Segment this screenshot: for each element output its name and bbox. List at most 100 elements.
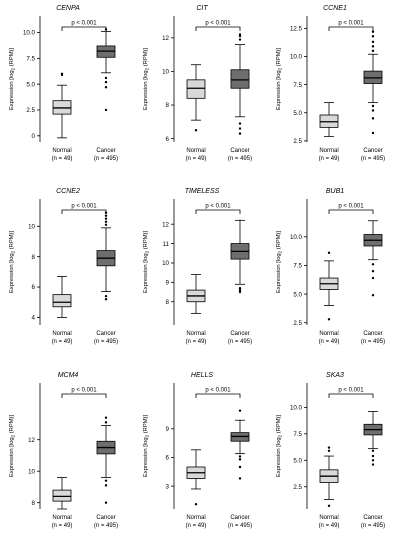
panel-ska3: SKA3 2.5 5.0 7.5 10.0 Expression [log2 (RPM)]… [276,372,385,529]
group-label: Cancer [96,331,115,337]
group-n: (n = 49) [186,156,207,162]
panel-title: CCNE1 [323,5,347,12]
y-tick-label: 2.5 [293,138,302,145]
group-label: Normal [186,331,205,337]
group-label: Cancer [96,148,115,154]
outlier-point [327,504,331,508]
y-tick-label: 10 [162,69,169,76]
group-n: (n = 495) [94,156,118,162]
group-n: (n = 49) [52,523,73,529]
outlier-point [104,223,108,227]
group-n: (n = 49) [319,523,340,529]
box-cancer [96,28,116,112]
significance-bracket [328,393,374,398]
outlier-point [60,72,64,76]
box-normal [319,251,339,321]
y-axis-label: Expression [log2 (RPM)] [143,231,150,294]
box-cancer [363,411,383,466]
outlier-point [238,132,242,135]
box-cancer [230,33,250,135]
box-normal [186,449,206,506]
y-tick-label: 9 [166,426,170,433]
outlier-point [238,127,242,130]
outlier-point [194,503,198,506]
outlier-point [371,109,375,112]
outlier-point [238,288,242,292]
outlier-point [238,458,242,461]
outlier-point [371,459,375,462]
group-label: Cancer [230,148,249,154]
p-value-label: p < 0.001 [338,21,364,27]
panel-cenpa: CENPA 0 2.5 5.0 7.5 10.0 Expression [log2 (RPM… [9,5,118,162]
outlier-point [104,294,108,298]
group-label: Cancer [363,331,382,337]
outlier-point [238,455,242,458]
box-normal [319,102,339,137]
group-n: (n = 495) [228,339,252,345]
group-n: (n = 49) [319,339,340,345]
y-axis-label: Expression [log2 (RPM)] [9,231,16,294]
outlier-point [104,214,108,217]
box-iqr [186,79,206,99]
group-n: (n = 495) [361,523,385,529]
y-tick-label: 10.0 [290,54,303,61]
outlier-point [238,477,242,480]
group-label: Normal [186,148,205,154]
panel-cit: CIT 6 8 10 12 Expression [log2 (RPM)] Normal (n… [143,5,252,162]
outlier-point [104,484,108,487]
group-n: (n = 49) [186,523,207,529]
y-tick-label: 9 [166,280,170,287]
y-tick-label: 10.0 [290,234,303,241]
outlier-point [371,269,375,273]
outlier-point [238,34,242,38]
group-label: Normal [52,148,71,154]
outlier-point [104,416,108,419]
outlier-point [327,446,331,449]
significance-bracket [328,209,374,214]
group-label: Normal [52,331,71,337]
y-tick-label: 12.5 [290,26,303,33]
y-tick-label: 12 [162,221,169,228]
y-tick-label: 6 [32,284,36,291]
y-tick-label: 2.5 [293,484,302,491]
box-normal [52,276,72,318]
outlier-point [371,40,375,44]
y-tick-label: 7.5 [293,263,302,270]
outlier-point [104,80,108,84]
box-iqr [52,294,72,308]
outlier-point [104,297,108,301]
y-axis-label: Expression [log2 (RPM)] [276,231,283,294]
y-tick-label: 0 [32,133,36,140]
group-n: (n = 495) [361,156,385,162]
box-cancer [96,211,116,301]
group-label: Cancer [363,148,382,154]
outlier-point [371,45,375,48]
group-label: Normal [319,148,338,154]
panel-title: MCM4 [58,372,79,379]
panel-title: CCNE2 [56,188,80,195]
group-n: (n = 495) [228,523,252,529]
y-tick-label: 8 [32,500,36,507]
y-tick-label: 2.5 [26,107,35,114]
outlier-point [238,33,242,36]
box-normal [186,64,206,132]
p-value-label: p < 0.001 [71,388,97,394]
y-tick-label: 11 [163,241,170,248]
group-label: Cancer [230,331,249,337]
y-tick-label: 10.0 [23,30,36,37]
outlier-point [371,104,375,108]
panel-ccne2: CCNE2 4 6 8 10 Expression [log2 (RPM)] Normal (… [9,188,118,345]
outlier-point [371,35,375,38]
y-tick-label: 12 [28,437,35,444]
box-normal [186,274,206,314]
group-n: (n = 495) [94,339,118,345]
y-tick-label: 12 [162,35,169,42]
panel-timeless: TIMELESS 8 9 10 11 12 Expression [log2 (RPM)] N… [143,188,252,345]
y-tick-label: 5.0 [293,457,302,464]
box-cancer [230,409,250,480]
outlier-point [238,122,242,125]
outlier-point [104,501,108,504]
outlier-point [104,76,108,80]
significance-bracket [195,393,241,398]
outlier-point [104,108,108,112]
